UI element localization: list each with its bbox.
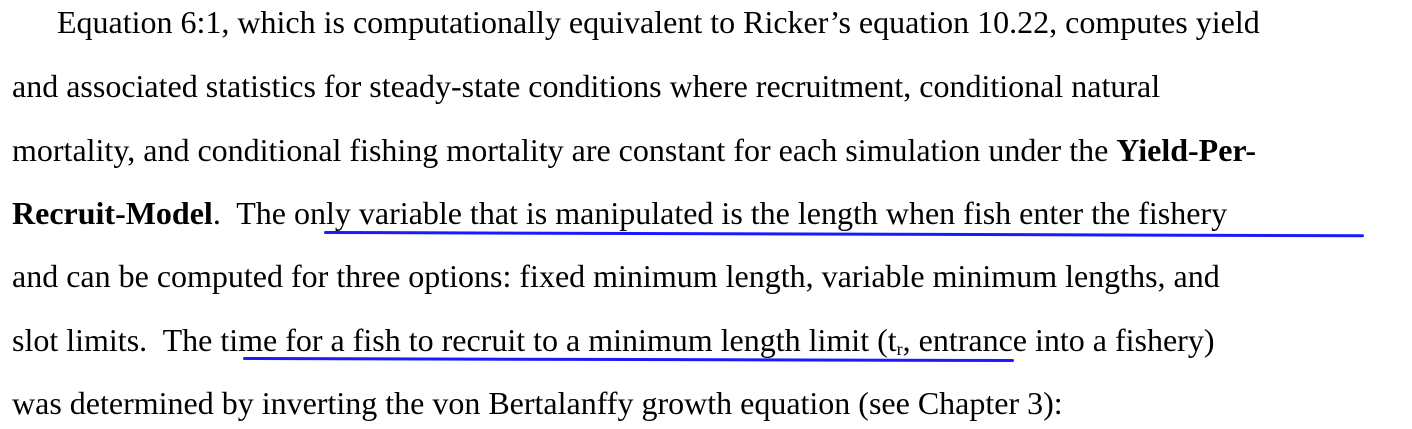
model-name-bold-part-2: Recruit-Model (12, 195, 213, 231)
line-6-text-b: entrance into a fishery) (910, 322, 1215, 358)
paragraph-line-7: was determined by inverting the von Bert… (12, 383, 1063, 423)
underlined-phrase-2-end: , (902, 322, 911, 358)
paragraph-line-1: Equation 6:1, which is computationally e… (57, 2, 1260, 42)
paragraph-line-2: and associated statistics for steady-sta… (12, 66, 1160, 106)
paragraph-line-6: slot limits. The time for a fish to recr… (12, 320, 1214, 360)
model-name-bold-part-1: Yield-Per- (1116, 132, 1257, 168)
underlined-phrase-2: time for a fish to recruit to a minimum … (220, 322, 897, 358)
subscript-r: r (896, 339, 903, 359)
underlined-phrase-1: only variable that is manipulated is the… (293, 195, 1228, 231)
paragraph-line-3: mortality, and conditional fishing morta… (12, 130, 1256, 170)
line-2-text: and associated statistics for steady-sta… (12, 68, 1161, 104)
line-4-text: . The (212, 195, 294, 231)
annotation-underline-2 (242, 357, 1015, 363)
line-6-text-a: slot limits. The (12, 322, 221, 358)
line-7-text: was determined by inverting the von Bert… (12, 385, 1063, 421)
paragraph-line-5: and can be computed for three options: f… (12, 256, 1220, 296)
paragraph-line-4: Recruit-Model. The only variable that is… (12, 193, 1227, 233)
line-5-text: and can be computed for three options: f… (12, 258, 1220, 294)
line-1-text: Equation 6:1, which is computationally e… (57, 4, 1260, 40)
line-3-text: mortality, and conditional fishing morta… (12, 132, 1117, 168)
